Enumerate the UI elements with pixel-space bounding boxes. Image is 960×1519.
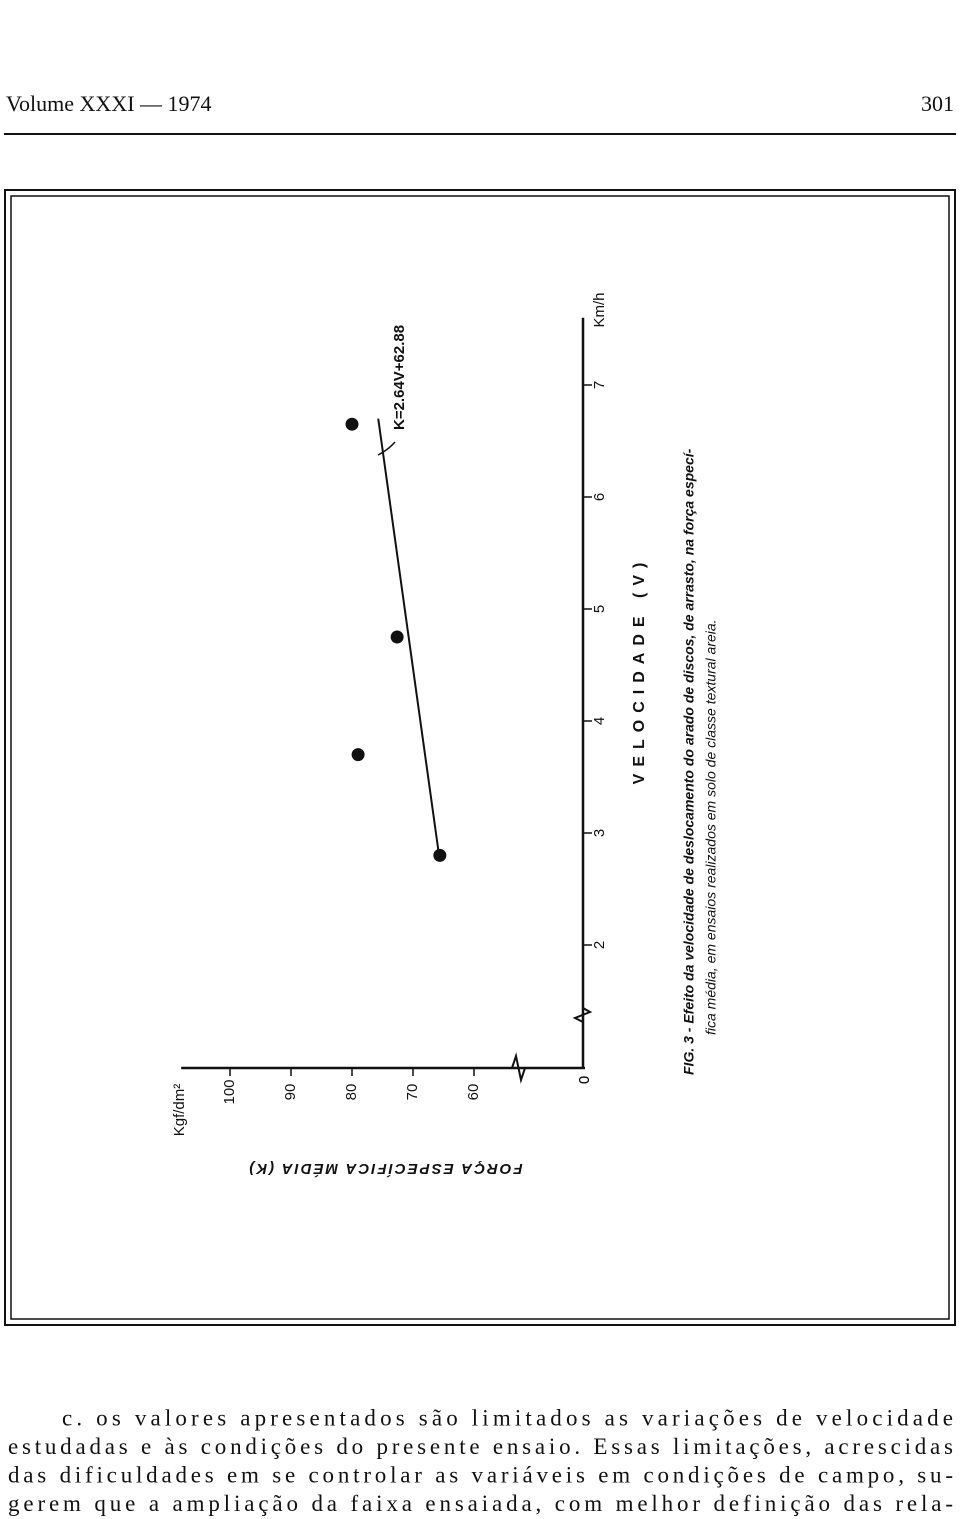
page-number: 301 xyxy=(921,91,954,116)
x-axis-title: VELOCIDADE (V) xyxy=(631,556,648,785)
x-tick-label: 6 xyxy=(591,493,608,501)
y-tick-label: 70 xyxy=(404,1084,421,1101)
x-tick-label: 3 xyxy=(591,829,608,837)
y-unit: Kgf/dm² xyxy=(171,1084,188,1137)
figure-frame-inner xyxy=(10,195,950,1320)
caption-line: fica média, em ensaios realizados em sol… xyxy=(703,619,719,1035)
caption-line: FIG. 3 - Efeito da velocidade de desloca… xyxy=(681,448,697,1075)
data-point xyxy=(351,748,365,762)
y-tick-label: 90 xyxy=(282,1084,299,1101)
x-tick-label: 2 xyxy=(591,941,608,949)
fit-label-leader xyxy=(377,441,396,456)
x-tick-label: 5 xyxy=(591,605,608,613)
running-head: Volume XXXI — 1974 xyxy=(6,91,212,116)
data-point xyxy=(390,630,404,644)
x-tick-label: 0 xyxy=(576,1076,593,1084)
y-axis-title: FORÇA ESPECÍFICA MÉDIA (K) xyxy=(247,1160,522,1177)
y-tick-label: 80 xyxy=(343,1084,360,1101)
paragraph-line: das dificuldades em se controlar as vari… xyxy=(8,1462,953,1487)
paragraph-line: estudadas e às condições do presente ens… xyxy=(8,1434,953,1459)
y-tick-label: 0 xyxy=(576,1076,593,1084)
paragraph-line: gerem que a ampliação da faixa ensaiada,… xyxy=(8,1491,953,1516)
x-tick-label: 7 xyxy=(591,381,608,389)
data-point xyxy=(345,417,359,431)
fit-line xyxy=(377,418,441,862)
y-tick-label: 100 xyxy=(221,1079,238,1104)
fit-label: K=2.64V+62.88 xyxy=(391,325,408,430)
paragraph-line: c. os valores apresentados são limitados… xyxy=(62,1405,953,1430)
figure-frame xyxy=(4,189,956,1326)
y-tick-label: 60 xyxy=(465,1084,482,1101)
x-tick-label: 4 xyxy=(591,717,608,725)
x-unit: Km/h xyxy=(591,292,608,327)
